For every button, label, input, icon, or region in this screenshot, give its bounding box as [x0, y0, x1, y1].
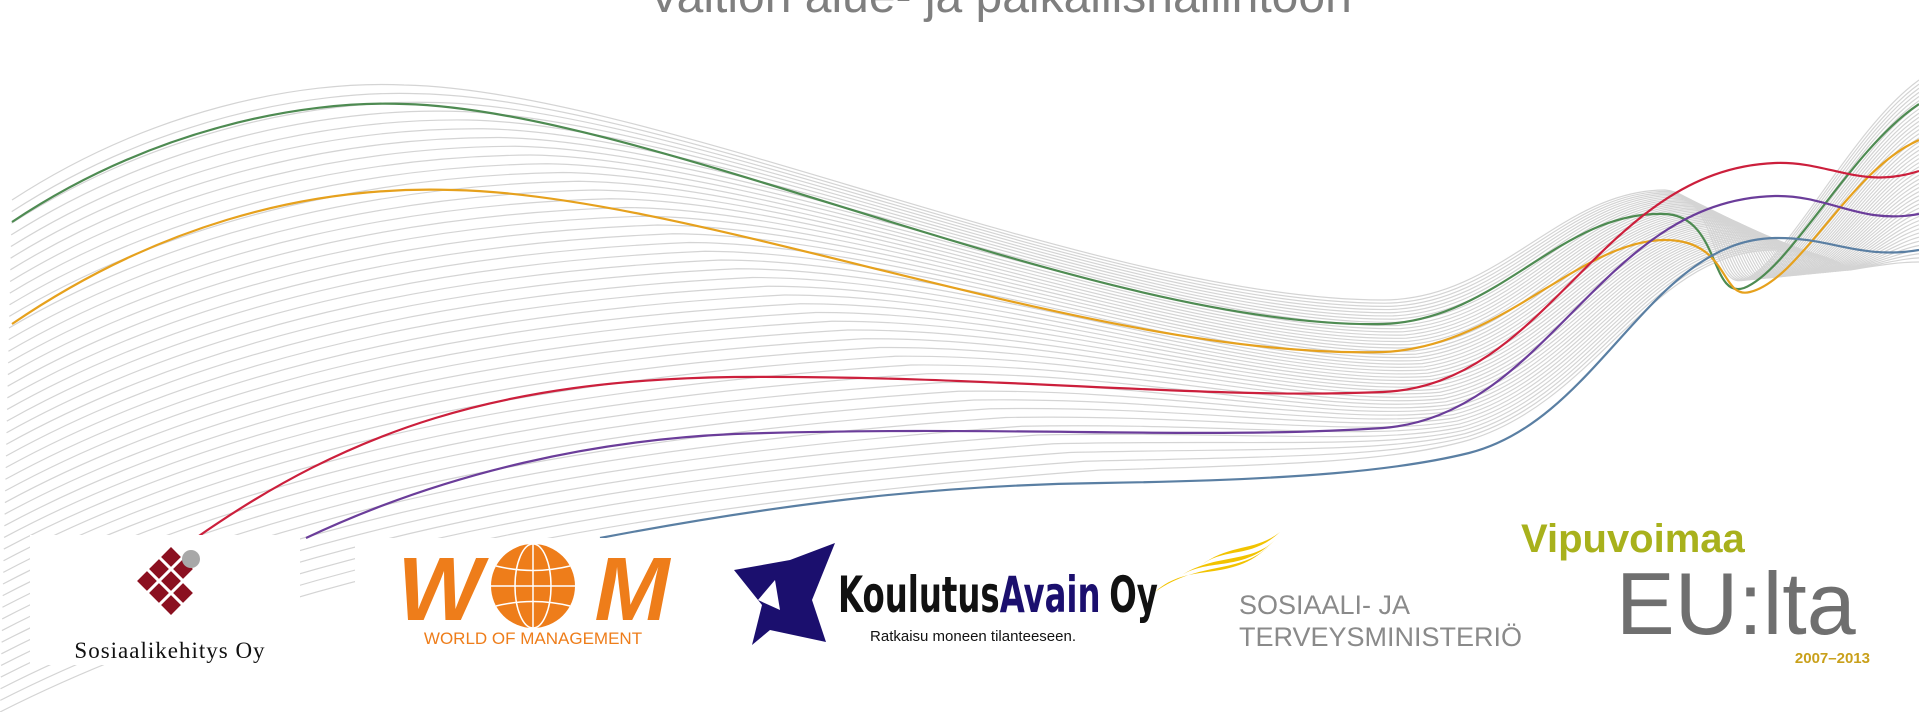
logo-text: Oy [1109, 567, 1158, 624]
slide-title: Valtion alue- ja paikallishallintoon [648, 0, 1352, 23]
wave-line [4, 208, 1919, 561]
logo-text: SOSIAALI- JA [1239, 590, 1410, 620]
logo-text: TERVEYSMINISTERIÖ [1239, 622, 1522, 652]
wom-letter: M [595, 540, 672, 640]
logo-text: WORLD OF MANAGEMENT [424, 629, 642, 648]
logo-text: Ratkaisu moneen tilanteeseen. [870, 628, 1076, 645]
page: Valtion alue- ja paikallishallintoon Sos… [0, 0, 1919, 712]
logo-text: Koulutus [838, 567, 1000, 624]
logo-text: Sosiaalikehitys Oy [74, 638, 265, 663]
wave-line [5, 188, 1919, 503]
stm-mark [1155, 532, 1280, 592]
logo-text: EU:lta [1616, 554, 1856, 653]
wave-line [5, 183, 1919, 491]
wom-letter: W [398, 540, 490, 640]
wave-blue [600, 238, 1919, 538]
slide: Valtion alue- ja paikallishallintoon Sos… [0, 0, 1919, 712]
logo-text: 2007–2013 [1795, 650, 1870, 667]
logo-text: Avain [1000, 567, 1101, 624]
sosiaalikehitys-dot [182, 550, 200, 568]
